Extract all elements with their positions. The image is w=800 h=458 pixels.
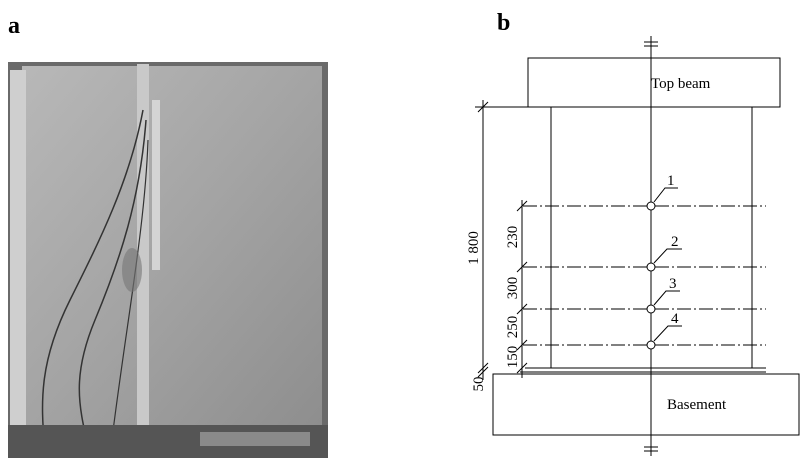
panel-label: b [497,10,510,36]
basement-label: Basement [667,397,727,413]
dimension-label: 150 [505,346,521,369]
point-label: 1 [667,173,675,189]
dimension-label: 230 [505,226,521,249]
point-label: 2 [671,234,679,250]
point-label: 3 [669,276,677,292]
specimen-diagram: Top beam Basement 1 800 230 300 250 150 … [466,36,800,456]
top-beam-label: Top beam [651,76,711,92]
dimension-label: 1 800 [466,231,482,265]
dimension-label: 250 [505,316,521,339]
dimension-label: 300 [505,277,521,300]
point-label: 4 [671,311,679,327]
dimension-label: 50 [471,377,487,392]
wall-photo [8,62,328,458]
panel-label: a [8,13,20,39]
